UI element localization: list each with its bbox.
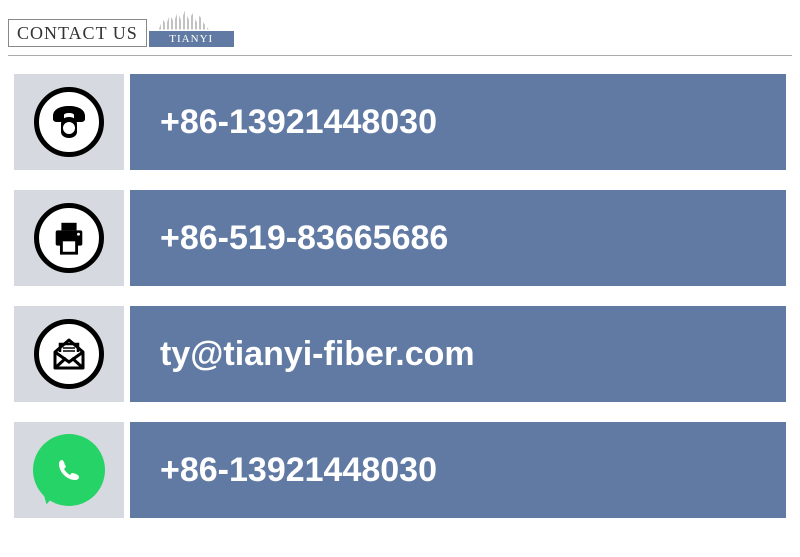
brand-name: TIANYI: [149, 31, 234, 47]
whatsapp-icon: [33, 434, 105, 506]
contact-us-label: CONTACT US: [8, 19, 147, 47]
phone-value: +86-13921448030: [130, 74, 786, 170]
email-icon: [34, 319, 104, 389]
contact-row-whatsapp: +86-13921448030: [14, 422, 786, 518]
header: CONTACT US TIANYI: [8, 5, 792, 47]
icon-cell: [14, 306, 124, 402]
email-value[interactable]: ty@tianyi-fiber.com: [130, 306, 786, 402]
icon-cell: [14, 74, 124, 170]
fax-value: +86-519-83665686: [130, 190, 786, 286]
contact-row-email: ty@tianyi-fiber.com: [14, 306, 786, 402]
fax-icon: [34, 203, 104, 273]
contact-row-phone: +86-13921448030: [14, 74, 786, 170]
contact-list: +86-13921448030 +86-519-83665686: [8, 74, 792, 518]
brand-logo: TIANYI: [149, 7, 234, 47]
divider: [8, 55, 792, 56]
icon-cell: [14, 422, 124, 518]
logo-graphic: [159, 7, 209, 32]
contact-row-fax: +86-519-83665686: [14, 190, 786, 286]
phone-icon: [34, 87, 104, 157]
icon-cell: [14, 190, 124, 286]
whatsapp-value[interactable]: +86-13921448030: [130, 422, 786, 518]
